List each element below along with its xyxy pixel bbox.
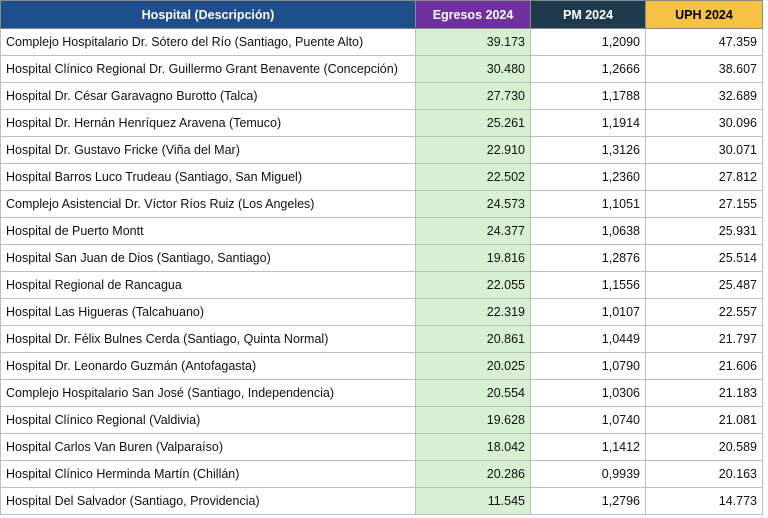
table-row: Complejo Hospitalario Dr. Sótero del Río… [0,28,763,56]
uph-cell: 30.096 [645,109,763,137]
uph-cell: 21.606 [645,352,763,380]
pm-cell: 1,1051 [530,190,646,218]
uph-cell: 21.183 [645,379,763,407]
pm-cell: 1,2360 [530,163,646,191]
egresos-cell: 20.861 [415,325,531,353]
table-row: Hospital de Puerto Montt 24.377 1,0638 25.9… [0,217,763,245]
uph-cell: 27.812 [645,163,763,191]
egresos-cell: 22.910 [415,136,531,164]
pm-cell: 1,2090 [530,28,646,56]
hospital-cell: Complejo Asistencial Dr. Víctor Ríos Rui… [0,190,416,218]
egresos-cell: 30.480 [415,55,531,83]
hospital-cell: Hospital Del Salvador (Santiago, Provide… [0,487,416,515]
egresos-cell: 18.042 [415,433,531,461]
table-row: Hospital Dr. Félix Bulnes Cerda (Santiag… [0,325,763,353]
egresos-cell: 20.554 [415,379,531,407]
hospital-cell: Hospital Carlos Van Buren (Valparaíso) [0,433,416,461]
hospital-cell: Hospital Barros Luco Trudeau (Santiago, … [0,163,416,191]
table-body: Complejo Hospitalario Dr. Sótero del Río… [0,28,763,515]
table-row: Hospital Dr. Gustavo Fricke (Viña del Ma… [0,136,763,164]
egresos-cell: 22.319 [415,298,531,326]
egresos-cell: 25.261 [415,109,531,137]
pm-cell: 1,3126 [530,136,646,164]
hospital-cell: Hospital de Puerto Montt [0,217,416,245]
egresos-cell: 19.816 [415,244,531,272]
hospital-cell: Hospital Dr. Gustavo Fricke (Viña del Ma… [0,136,416,164]
table-row: Hospital Carlos Van Buren (Valparaíso) 18… [0,433,763,461]
table-row: Complejo Hospitalario San José (Santiago… [0,379,763,407]
table-row: Hospital Clínico Regional Dr. Guillermo … [0,55,763,83]
hospital-cell: Hospital Clínico Herminda Martín (Chillá… [0,460,416,488]
uph-cell: 47.359 [645,28,763,56]
column-header-pm: PM 2024 [530,0,646,29]
hospital-cell: Hospital Las Higueras (Talcahuano) [0,298,416,326]
egresos-cell: 19.628 [415,406,531,434]
hospital-cell: Hospital Dr. César Garavagno Burotto (Ta… [0,82,416,110]
hospital-cell: Hospital Dr. Leonardo Guzmán (Antofagast… [0,352,416,380]
header-row: Hospital (Descripción) Egresos 2024 PM 2… [0,0,763,29]
hospital-cell: Hospital Dr. Félix Bulnes Cerda (Santiag… [0,325,416,353]
pm-cell: 1,1914 [530,109,646,137]
column-header-egresos: Egresos 2024 [415,0,531,29]
table-row: Hospital Regional de Rancagua 22.055 1,155… [0,271,763,299]
table-row: Hospital Dr. Leonardo Guzmán (Antofagast… [0,352,763,380]
pm-cell: 1,1556 [530,271,646,299]
egresos-cell: 20.025 [415,352,531,380]
table-row: Hospital Las Higueras (Talcahuano) 22.319… [0,298,763,326]
pm-cell: 1,2796 [530,487,646,515]
uph-cell: 22.557 [645,298,763,326]
egresos-cell: 24.573 [415,190,531,218]
table-row: Hospital Dr. César Garavagno Burotto (Ta… [0,82,763,110]
pm-cell: 1,1788 [530,82,646,110]
uph-cell: 21.797 [645,325,763,353]
egresos-cell: 27.730 [415,82,531,110]
uph-cell: 25.931 [645,217,763,245]
uph-cell: 38.607 [645,55,763,83]
uph-cell: 14.773 [645,487,763,515]
hospital-cell: Hospital Clínico Regional Dr. Guillermo … [0,55,416,83]
pm-cell: 1,0449 [530,325,646,353]
uph-cell: 20.589 [645,433,763,461]
table-row: Hospital Dr. Hernán Henríquez Aravena (T… [0,109,763,137]
uph-cell: 27.155 [645,190,763,218]
hospital-cell: Hospital Regional de Rancagua [0,271,416,299]
column-header-hospital: Hospital (Descripción) [0,0,416,29]
column-header-uph: UPH 2024 [645,0,763,29]
egresos-cell: 20.286 [415,460,531,488]
table-row: Hospital Clínico Herminda Martín (Chillá… [0,460,763,488]
pm-cell: 1,0790 [530,352,646,380]
pm-cell: 1,1412 [530,433,646,461]
pm-cell: 0,9939 [530,460,646,488]
egresos-cell: 22.055 [415,271,531,299]
pm-cell: 1,2876 [530,244,646,272]
table-row: Complejo Asistencial Dr. Víctor Ríos Rui… [0,190,763,218]
pm-cell: 1,0107 [530,298,646,326]
pm-cell: 1,0306 [530,379,646,407]
egresos-cell: 39.173 [415,28,531,56]
uph-cell: 30.071 [645,136,763,164]
egresos-cell: 24.377 [415,217,531,245]
uph-cell: 21.081 [645,406,763,434]
hospital-cell: Complejo Hospitalario San José (Santiago… [0,379,416,407]
hospital-cell: Complejo Hospitalario Dr. Sótero del Río… [0,28,416,56]
hospital-cell: Hospital Clínico Regional (Valdivia) [0,406,416,434]
table-row: Hospital Clínico Regional (Valdivia) 19.6… [0,406,763,434]
egresos-cell: 22.502 [415,163,531,191]
egresos-cell: 11.545 [415,487,531,515]
uph-cell: 25.514 [645,244,763,272]
table-row: Hospital Barros Luco Trudeau (Santiago, … [0,163,763,191]
pm-cell: 1,2666 [530,55,646,83]
uph-cell: 20.163 [645,460,763,488]
hospital-cell: Hospital San Juan de Dios (Santiago, San… [0,244,416,272]
pm-cell: 1,0638 [530,217,646,245]
table-row: Hospital San Juan de Dios (Santiago, San… [0,244,763,272]
hospital-cell: Hospital Dr. Hernán Henríquez Aravena (T… [0,109,416,137]
uph-cell: 25.487 [645,271,763,299]
table-row: Hospital Del Salvador (Santiago, Provide… [0,487,763,515]
uph-cell: 32.689 [645,82,763,110]
pm-cell: 1,0740 [530,406,646,434]
